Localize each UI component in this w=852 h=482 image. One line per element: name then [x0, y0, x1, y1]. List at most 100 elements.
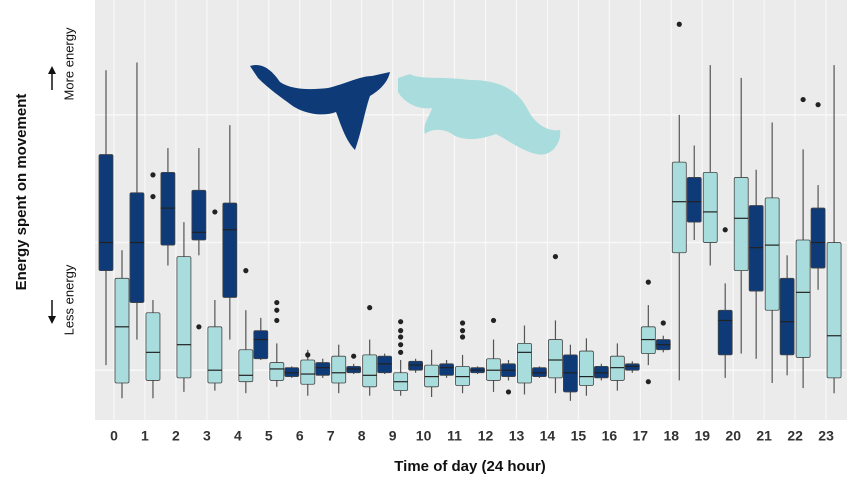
- box: [223, 203, 237, 297]
- outlier: [243, 268, 248, 273]
- x-tick-label: 10: [416, 428, 432, 444]
- annotation-less: Less energy: [61, 264, 76, 335]
- box: [301, 360, 315, 384]
- box: [718, 310, 732, 355]
- outlier: [196, 324, 201, 329]
- box: [765, 198, 779, 310]
- outlier: [460, 328, 465, 333]
- x-tick-label: 22: [787, 428, 803, 444]
- x-tick-label: 14: [540, 428, 556, 444]
- box: [456, 366, 470, 385]
- box: [316, 363, 330, 376]
- box: [425, 365, 439, 387]
- outlier: [351, 354, 356, 359]
- box: [409, 361, 423, 370]
- annotation-more: More energy: [61, 27, 76, 100]
- box: [161, 172, 175, 245]
- arrow-up-head: [48, 66, 56, 74]
- box: [440, 364, 454, 375]
- box: [641, 327, 655, 354]
- arrow-down-head: [48, 316, 56, 324]
- box: [270, 363, 284, 381]
- box: [177, 257, 191, 378]
- box: [146, 313, 160, 381]
- x-tick-label: 23: [818, 428, 834, 444]
- box: [363, 355, 377, 387]
- box: [487, 359, 501, 381]
- x-tick-label: 0: [110, 428, 118, 444]
- outlier: [305, 352, 310, 357]
- box: [115, 278, 129, 383]
- box: [347, 366, 361, 372]
- x-tick-label: 9: [389, 428, 397, 444]
- x-tick-label: 11: [447, 428, 462, 444]
- box: [827, 243, 841, 378]
- outlier: [661, 320, 666, 325]
- box: [579, 351, 593, 385]
- outlier: [274, 308, 279, 313]
- box: [563, 355, 577, 392]
- x-tick-label: 18: [663, 428, 679, 444]
- outlier: [677, 22, 682, 27]
- outlier: [398, 342, 403, 347]
- box: [285, 368, 299, 377]
- box: [687, 177, 701, 222]
- outlier: [460, 334, 465, 339]
- box: [254, 331, 268, 359]
- box: [610, 356, 624, 380]
- outlier: [150, 194, 155, 199]
- x-tick-label: 13: [509, 428, 525, 444]
- outlier: [398, 350, 403, 355]
- outlier: [815, 102, 820, 107]
- outlier: [150, 172, 155, 177]
- outlier: [398, 319, 403, 324]
- box: [594, 366, 608, 377]
- outlier: [491, 318, 496, 323]
- chart: Energy spent on movement More energy Les…: [0, 0, 852, 482]
- x-tick-label: 6: [296, 428, 304, 444]
- outlier: [274, 300, 279, 305]
- box: [672, 162, 686, 253]
- x-tick-label: 12: [478, 428, 494, 444]
- x-tick-label: 20: [725, 428, 741, 444]
- outlier: [398, 334, 403, 339]
- x-tick-label: 8: [358, 428, 366, 444]
- outlier: [723, 227, 728, 232]
- x-tick-label: 2: [172, 428, 180, 444]
- x-tick-label: 21: [756, 428, 772, 444]
- x-axis-title: Time of day (24 hour): [394, 458, 545, 475]
- box: [749, 206, 763, 292]
- outlier: [553, 254, 558, 259]
- x-tick-label: 4: [234, 428, 242, 444]
- box: [378, 356, 392, 373]
- box: [703, 172, 717, 242]
- box: [517, 343, 531, 383]
- outlier: [274, 318, 279, 323]
- box: [532, 368, 546, 377]
- outlier: [506, 389, 511, 394]
- outlier: [398, 328, 403, 333]
- outlier: [801, 97, 806, 102]
- box: [239, 350, 253, 382]
- x-tick-label: 3: [203, 428, 211, 444]
- outlier: [460, 320, 465, 325]
- box: [130, 193, 144, 303]
- outlier: [646, 280, 651, 285]
- x-tick-label: 7: [327, 428, 335, 444]
- x-tick-label: 15: [571, 428, 587, 444]
- y-axis-title: Energy spent on movement: [13, 94, 30, 291]
- x-tick-label: 1: [141, 428, 149, 444]
- box: [548, 340, 562, 378]
- outlier: [646, 379, 651, 384]
- box: [811, 208, 825, 268]
- x-tick-label: 17: [633, 428, 649, 444]
- box: [625, 364, 639, 370]
- outlier: [367, 305, 372, 310]
- box: [332, 356, 346, 383]
- box: [796, 240, 810, 357]
- box: [208, 327, 222, 383]
- x-tick-label: 19: [694, 428, 710, 444]
- x-tick-label: 16: [602, 428, 618, 444]
- box: [780, 278, 794, 355]
- box: [734, 177, 748, 270]
